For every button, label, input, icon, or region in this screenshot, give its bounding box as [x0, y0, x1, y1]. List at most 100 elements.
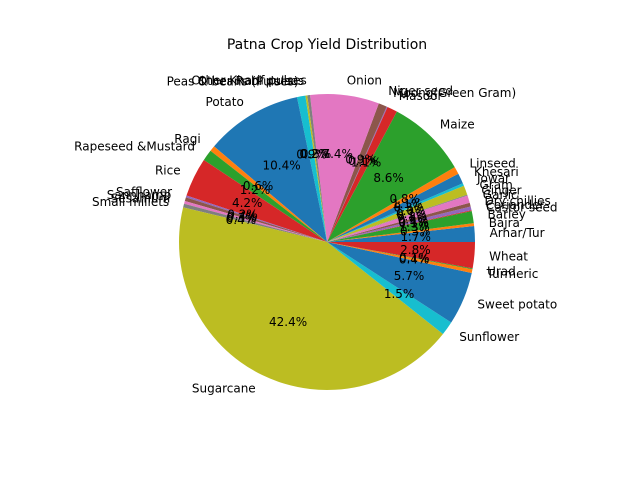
pie-name-label: Sesamum: [111, 191, 171, 205]
pie-name-label: Rice: [155, 164, 181, 178]
pie-slice-niger-seed: [327, 103, 387, 242]
pie-slice-wheat: [327, 242, 475, 269]
pie-name-label: Linseed: [470, 156, 516, 170]
pie-slice-urad: [327, 242, 473, 270]
pie-pct-label: 0.1%: [348, 154, 379, 168]
pie-pct-label: 7.4%: [322, 147, 353, 161]
pie-slice-masoor: [327, 106, 397, 242]
pie-slice-khesari: [327, 173, 463, 242]
pie-pct-label: 2.8%: [400, 243, 431, 257]
pie-pct-label: 0.1%: [399, 251, 430, 265]
pie-name-label: Maize: [440, 118, 475, 132]
pie-slice-jowar: [327, 183, 464, 242]
pie-name-label: Safflower: [116, 185, 172, 199]
pie-pct-label: 0.4%: [399, 253, 430, 267]
pie-name-label: Niger seed: [388, 84, 453, 98]
pie-pct-label: 0.4%: [398, 215, 429, 229]
pie-pct-label: 0.3%: [226, 211, 257, 225]
pie-name-label: Other Rabi pulses: [198, 74, 305, 88]
pie-pct-label: 4.2%: [232, 196, 263, 210]
pie-pct-label: 1.3%: [399, 220, 430, 234]
pie-slice-moong-green-gram: [327, 106, 388, 242]
pie-pct-label: 0.8%: [397, 209, 428, 223]
pie-slice-ginger: [327, 194, 468, 242]
pie-name-label: Coriander: [486, 198, 545, 212]
pie-name-label: Garlic: [483, 188, 518, 202]
pie-name-label: Ginger: [481, 183, 521, 197]
pie-slice-linseed: [327, 167, 459, 242]
pie-name-label: Small millets: [92, 195, 169, 209]
pie-pct-label: 1.2%: [240, 183, 271, 197]
pie-pct-label: 0.6%: [243, 179, 274, 193]
pie-pct-label: 10.4%: [263, 159, 301, 173]
pie-name-label: Sannhamp: [107, 188, 171, 202]
pie-pct-label: 0.4%: [227, 209, 258, 223]
pie-name-label: Dry chillies: [485, 194, 551, 208]
pie-pct-label: 0.3%: [301, 147, 332, 161]
pie-pct-label: 42.4%: [269, 315, 307, 329]
pie-pct-label: 0.3%: [394, 201, 425, 215]
pie-slice-dry-chillies: [327, 202, 471, 242]
pie-slice-onion: [310, 94, 379, 242]
pie-slice-maize: [327, 111, 455, 242]
pie-pct-label: 1.1%: [351, 155, 382, 169]
pie-name-label: Onion: [347, 73, 382, 87]
pie-pct-label: 1.0%: [395, 204, 426, 218]
pie-name-label: Urad: [487, 265, 516, 279]
pie-slice-bajra: [327, 223, 475, 242]
pie-pct-label: 5.7%: [394, 269, 425, 283]
pie-slice-rice: [186, 159, 327, 242]
chart-title: Patna Crop Yield Distribution: [227, 37, 427, 53]
pie-name-label: Barley: [488, 208, 526, 222]
pie-name-label: Masoor: [399, 89, 443, 103]
pie-name-label: Wheat: [489, 250, 528, 264]
pie-name-label: Castor seed: [486, 200, 557, 214]
pie-slice-peas-beans-pulses: [296, 95, 327, 242]
pie-pct-label: 0.4%: [398, 213, 429, 227]
pie-name-label: Sugarcane: [192, 381, 256, 395]
pie-slice-rapeseed-mustard: [203, 150, 327, 242]
pie-slice-arhar-tur: [327, 225, 475, 242]
pie-name-label: Sweet potato: [477, 297, 557, 311]
pie-slice-sesamum: [184, 200, 327, 242]
pie-pct-label: 1.5%: [384, 287, 415, 301]
pie-pct-label: 0.9%: [345, 153, 376, 167]
pie-slice-ragi: [210, 146, 327, 242]
pie-name-label: Peas & beans (Pulses): [167, 75, 299, 89]
pie-slice-other-kharif-pulses: [307, 94, 327, 242]
pie-name-label: Moong(Green Gram): [393, 86, 516, 100]
pie-name-label: Other Kharif pulses: [191, 74, 306, 88]
pie-percent-labels: 1.7%0.3%1.3%0.1%0.4%0.4%0.8%0.1%1.0%0.3%…: [226, 147, 431, 329]
pie-pct-label: 8.6%: [373, 171, 404, 185]
pie-pct-label: 0.1%: [399, 216, 430, 230]
pie-name-label: Arhar/Tur: [490, 226, 545, 240]
pie-slice-sunflower: [327, 242, 452, 334]
pie-slice-small-millets: [183, 203, 327, 242]
pie-slice-potato: [214, 97, 327, 242]
pie-name-label: Rapeseed &Mustard: [74, 140, 195, 154]
pie-slices: [178, 94, 475, 390]
pie-pct-label: 0.2%: [227, 208, 258, 222]
pie-slice-gram: [327, 185, 468, 242]
pie-name-label: Khesari: [474, 165, 519, 179]
pie-name-label: Bajra: [489, 216, 520, 230]
pie-pct-label: 1.7%: [400, 230, 431, 244]
pie-slice-castor-seed: [327, 210, 472, 242]
pie-pct-label: 0.1%: [396, 207, 427, 221]
pie-slice-sugarcane: [178, 207, 443, 390]
pie-pct-label: 0.9%: [296, 148, 327, 162]
pie-name-label: Jowar: [476, 172, 510, 186]
pie-name-label: Ragi: [174, 132, 200, 146]
pie-name-label: Potato: [206, 95, 244, 109]
pie-pct-label: 1.1%: [392, 197, 423, 211]
pie-slice-sannhamp: [184, 197, 327, 242]
pie-slice-garlic: [327, 195, 470, 242]
pie-pct-label: 0.8%: [389, 192, 420, 206]
pie-name-label: Sunflower: [459, 330, 519, 344]
pie-pct-label: 0.2%: [299, 147, 330, 161]
pie-slice-turmeric: [327, 242, 473, 273]
pie-slice-other-rabi-pulses: [305, 95, 327, 242]
pie-slice-safflower: [185, 195, 327, 242]
